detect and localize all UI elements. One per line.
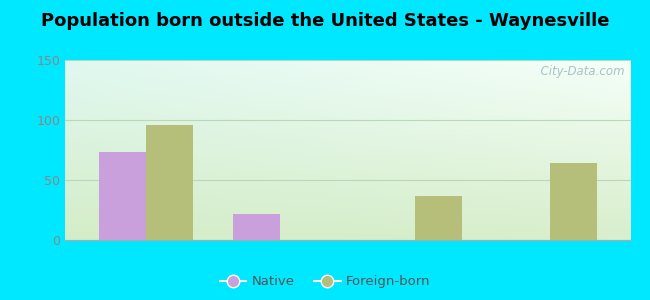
Bar: [550, 163, 597, 240]
Bar: [233, 214, 280, 240]
Text: Population born outside the United States - Waynesville: Population born outside the United State…: [41, 12, 609, 30]
Text: City-Data.com: City-Data.com: [533, 65, 625, 78]
Legend: Native, Foreign-born: Native, Foreign-born: [214, 270, 436, 293]
Bar: [99, 152, 146, 240]
Bar: [415, 196, 462, 240]
Bar: [146, 125, 193, 240]
